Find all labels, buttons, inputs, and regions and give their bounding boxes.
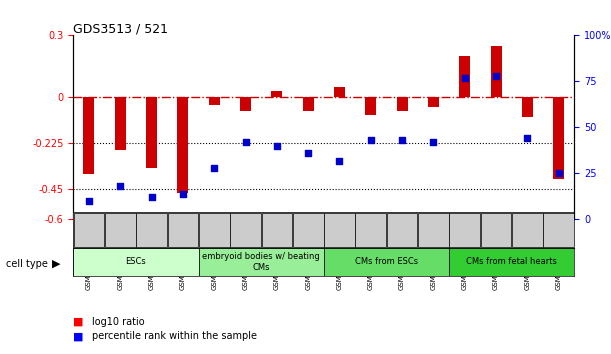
Text: ▶: ▶ (52, 259, 60, 269)
FancyBboxPatch shape (262, 213, 292, 247)
FancyBboxPatch shape (418, 213, 448, 247)
Point (272, 143, 282, 149)
Bar (397, 97, 408, 111)
Text: GDS3513 / 521: GDS3513 / 521 (73, 22, 168, 35)
Bar (271, 91, 282, 97)
Point (460, 75, 470, 81)
FancyBboxPatch shape (324, 249, 449, 275)
Bar (240, 97, 251, 111)
Bar (334, 86, 345, 97)
Text: percentile rank within the sample: percentile rank within the sample (92, 331, 257, 341)
Point (178, 191, 188, 196)
Bar (553, 97, 564, 178)
FancyBboxPatch shape (230, 213, 261, 247)
Point (335, 158, 345, 164)
FancyBboxPatch shape (74, 213, 104, 247)
Text: embryoid bodies w/ beating
CMs: embryoid bodies w/ beating CMs (202, 252, 320, 272)
FancyBboxPatch shape (387, 213, 417, 247)
Bar (146, 97, 157, 169)
FancyBboxPatch shape (293, 213, 323, 247)
Bar (84, 97, 95, 175)
Text: CMs from ESCs: CMs from ESCs (355, 257, 418, 267)
Point (115, 183, 125, 189)
Point (397, 137, 407, 143)
FancyBboxPatch shape (105, 213, 136, 247)
Point (491, 73, 501, 79)
FancyBboxPatch shape (449, 249, 574, 275)
FancyBboxPatch shape (199, 213, 230, 247)
Bar (177, 97, 188, 193)
Bar (115, 97, 126, 150)
Point (366, 137, 376, 143)
FancyBboxPatch shape (543, 213, 574, 247)
Bar (428, 97, 439, 107)
FancyBboxPatch shape (481, 213, 511, 247)
FancyBboxPatch shape (324, 213, 355, 247)
Bar (209, 97, 220, 105)
Bar (302, 97, 313, 111)
FancyBboxPatch shape (512, 213, 543, 247)
Bar (522, 97, 533, 117)
Point (428, 139, 438, 145)
Text: ESCs: ESCs (126, 257, 146, 267)
Point (84, 198, 94, 204)
Bar (491, 46, 502, 97)
Text: CMs from fetal hearts: CMs from fetal hearts (466, 257, 557, 267)
Text: ■: ■ (73, 331, 84, 341)
Text: cell type: cell type (6, 259, 48, 269)
Bar (459, 56, 470, 97)
FancyBboxPatch shape (73, 249, 199, 275)
Text: log10 ratio: log10 ratio (92, 317, 144, 327)
Point (210, 165, 219, 171)
Point (147, 195, 156, 200)
FancyBboxPatch shape (199, 249, 324, 275)
FancyBboxPatch shape (356, 213, 386, 247)
FancyBboxPatch shape (136, 213, 167, 247)
Point (522, 136, 532, 141)
Text: ■: ■ (73, 317, 84, 327)
FancyBboxPatch shape (450, 213, 480, 247)
Point (554, 171, 563, 176)
FancyBboxPatch shape (167, 213, 198, 247)
Bar (365, 97, 376, 115)
Point (303, 150, 313, 156)
Point (241, 139, 251, 145)
